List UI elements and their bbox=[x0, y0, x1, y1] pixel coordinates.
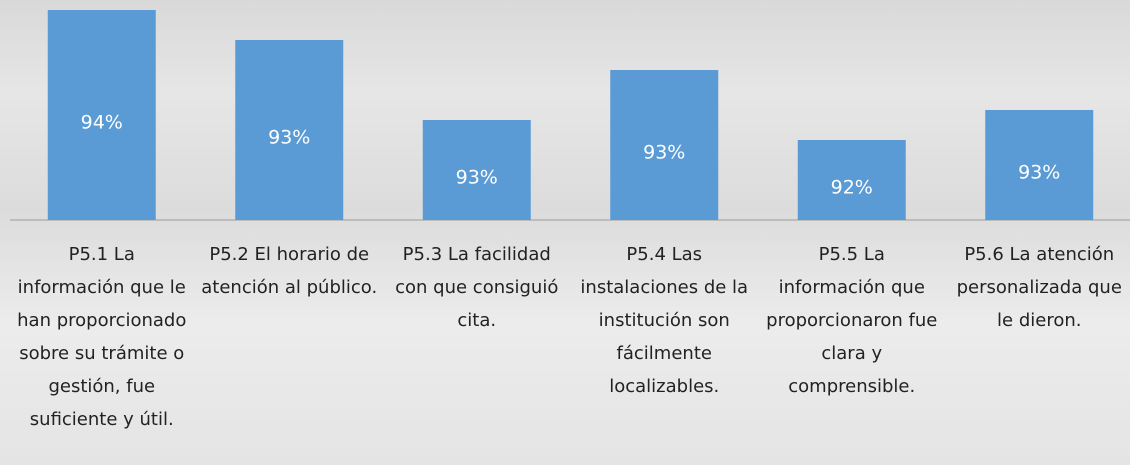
bar bbox=[610, 70, 719, 220]
x-tick-label: P5.3 La facilidad con que consiguió cita… bbox=[395, 244, 559, 331]
x-tick-label: P5.4 Las instalaciones de la institución… bbox=[580, 244, 749, 397]
x-tick-label: P5.5 La información que proporcionaron f… bbox=[766, 244, 938, 397]
data-label: 92% bbox=[831, 177, 873, 199]
x-tick-label: P5.2 El horario de atención al público. bbox=[201, 244, 378, 298]
bar bbox=[235, 40, 344, 220]
bar bbox=[47, 10, 156, 220]
bar bbox=[797, 140, 906, 220]
x-tick-label: P5.1 La información que le han proporcio… bbox=[17, 244, 187, 430]
data-label: 93% bbox=[1018, 162, 1060, 184]
data-label: 93% bbox=[456, 167, 498, 189]
data-label: 94% bbox=[81, 112, 123, 134]
data-label: 93% bbox=[268, 127, 310, 149]
data-label: 93% bbox=[643, 142, 685, 164]
bar bbox=[985, 110, 1094, 220]
x-tick-label: P5.6 La atención personalizada que le di… bbox=[956, 244, 1122, 331]
bar bbox=[422, 120, 531, 220]
